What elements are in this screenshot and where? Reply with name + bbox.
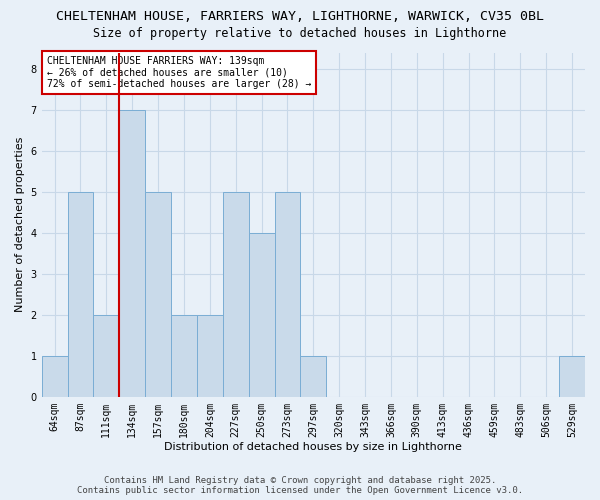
Bar <box>301 356 326 397</box>
Text: CHELTENHAM HOUSE FARRIERS WAY: 139sqm
← 26% of detached houses are smaller (10)
: CHELTENHAM HOUSE FARRIERS WAY: 139sqm ← … <box>47 56 311 89</box>
Bar <box>559 356 585 397</box>
Bar <box>223 192 248 397</box>
Bar <box>41 356 68 397</box>
Text: CHELTENHAM HOUSE, FARRIERS WAY, LIGHTHORNE, WARWICK, CV35 0BL: CHELTENHAM HOUSE, FARRIERS WAY, LIGHTHOR… <box>56 10 544 23</box>
Bar <box>248 233 275 397</box>
Bar <box>145 192 171 397</box>
Bar <box>68 192 94 397</box>
Y-axis label: Number of detached properties: Number of detached properties <box>15 137 25 312</box>
Bar <box>275 192 301 397</box>
Text: Size of property relative to detached houses in Lighthorne: Size of property relative to detached ho… <box>94 28 506 40</box>
Text: Contains HM Land Registry data © Crown copyright and database right 2025.
Contai: Contains HM Land Registry data © Crown c… <box>77 476 523 495</box>
Bar <box>119 110 145 397</box>
Bar <box>94 315 119 397</box>
Bar <box>171 315 197 397</box>
X-axis label: Distribution of detached houses by size in Lighthorne: Distribution of detached houses by size … <box>164 442 462 452</box>
Bar <box>197 315 223 397</box>
